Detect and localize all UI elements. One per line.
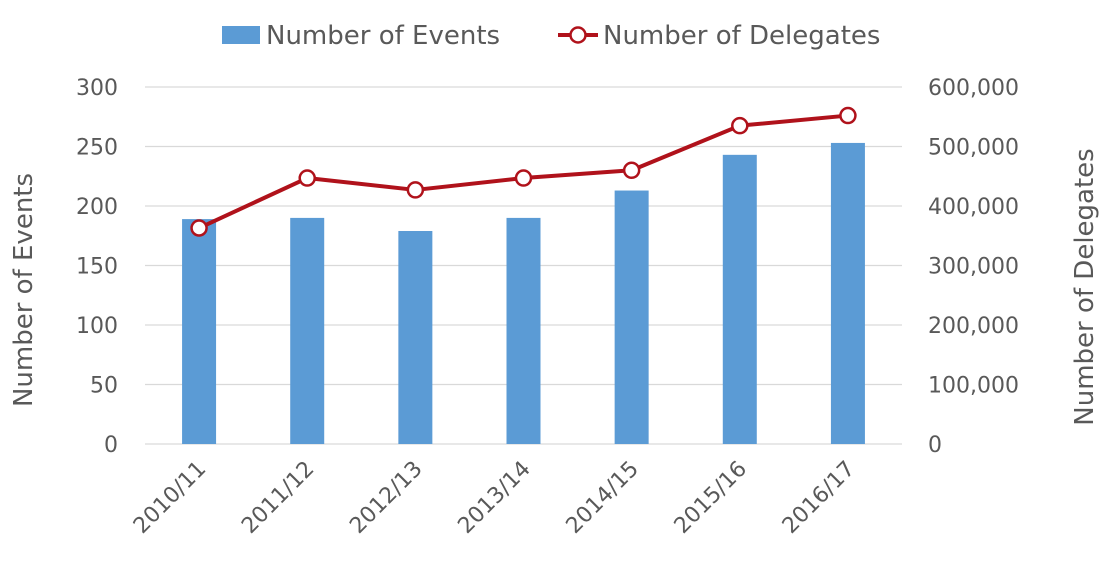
- x-axis: 2010/11 2011/12 2012/13 2013/14 2014/15 2015/…: [129, 457, 860, 539]
- y-tick-label: 150: [76, 255, 118, 280]
- legend-marker-delegates: [569, 26, 587, 44]
- bar-events: [506, 217, 541, 444]
- legend-label-delegates: Number of Delegates: [603, 21, 880, 51]
- y2-tick-label: 600,000: [928, 76, 1019, 101]
- y-tick-label: 50: [90, 374, 118, 399]
- bars: [182, 142, 865, 444]
- y-axis-left: 0 50 100 150 200 250 300: [76, 76, 118, 458]
- y2-tick-label: 500,000: [928, 136, 1019, 161]
- y-axis-title: Number of Events: [9, 173, 39, 407]
- y2-axis-title: Number of Delegates: [1070, 148, 1100, 425]
- y2-tick-label: 0: [928, 433, 942, 458]
- legend-label-events: Number of Events: [266, 21, 500, 51]
- delegates-point: [839, 106, 857, 125]
- delegates-point: [731, 116, 749, 135]
- delegates-point: [514, 169, 533, 187]
- delegates-line-series: [190, 106, 857, 237]
- y-axis-right: 0 100,000 200,000 300,000 400,000 500,000 600,…: [928, 76, 1019, 458]
- bar-events: [614, 190, 649, 444]
- legend: Number of Events Number of Delegates: [222, 21, 880, 51]
- x-tick-label: 2016/17: [778, 457, 860, 539]
- x-tick-label: 2010/11: [129, 457, 211, 539]
- delegates-point: [298, 169, 316, 187]
- x-tick-label: 2012/13: [345, 457, 427, 539]
- y2-tick-label: 400,000: [928, 195, 1019, 220]
- y2-tick-label: 300,000: [928, 255, 1019, 280]
- delegates-point: [622, 161, 641, 180]
- y-tick-label: 250: [76, 136, 118, 161]
- x-tick-label: 2013/14: [453, 457, 535, 539]
- y-tick-label: 100: [76, 314, 118, 339]
- bar-events: [830, 142, 865, 444]
- bar-events: [182, 219, 217, 444]
- y2-tick-label: 100,000: [928, 374, 1019, 399]
- x-tick-label: 2014/15: [562, 457, 644, 539]
- y-tick-label: 200: [76, 195, 118, 220]
- y-tick-label: 0: [104, 433, 118, 458]
- legend-swatch-events: [222, 26, 260, 44]
- bar-events: [722, 154, 757, 444]
- x-tick-label: 2015/16: [670, 457, 752, 539]
- y-tick-label: 300: [76, 76, 118, 101]
- delegates-point: [190, 219, 208, 237]
- x-tick-label: 2011/12: [237, 457, 319, 539]
- delegates-point: [406, 181, 425, 199]
- bar-events: [398, 230, 433, 444]
- y2-tick-label: 200,000: [928, 314, 1019, 339]
- bar-events: [290, 217, 325, 444]
